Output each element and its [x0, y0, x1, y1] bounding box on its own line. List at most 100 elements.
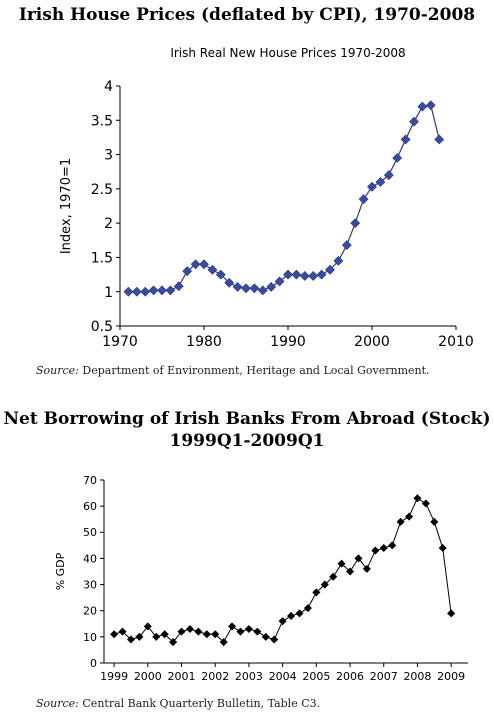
data-point: [312, 588, 321, 597]
data-point: [375, 177, 386, 187]
x-tick-label: 2000: [354, 334, 390, 350]
data-point: [199, 259, 209, 270]
chart1-source: Source: Department of Environment, Herit…: [36, 364, 430, 377]
data-point: [224, 277, 235, 288]
data-point: [274, 276, 285, 287]
data-point: [249, 283, 260, 294]
y-tick-label: 30: [83, 579, 97, 592]
y-tick-label: 0.5: [91, 319, 113, 335]
chart2-heading: Net Borrowing of Irish Banks From Abroad…: [0, 408, 494, 452]
data-point: [421, 499, 430, 508]
data-point: [333, 255, 344, 266]
data-point: [194, 627, 203, 636]
chart1-source-text: Department of Environment, Heritage and …: [78, 364, 430, 377]
data-point: [388, 541, 397, 550]
y-tick-label: 60: [83, 500, 97, 513]
chart1-source-label: Source:: [36, 364, 79, 377]
y-tick-label: 70: [83, 474, 97, 487]
y-tick-label: 1.5: [91, 250, 113, 266]
data-point: [430, 517, 439, 526]
x-tick-label: 1990: [270, 334, 306, 350]
data-point: [278, 617, 287, 626]
x-tick-label: 2003: [235, 670, 263, 683]
data-point: [287, 611, 296, 620]
y-tick-label: 4: [104, 79, 113, 95]
data-point: [438, 543, 447, 552]
data-point: [367, 181, 377, 192]
data-point: [354, 554, 363, 563]
chart2-source-label: Source:: [36, 697, 79, 710]
x-tick-label: 2010: [438, 334, 474, 350]
data-point: [270, 635, 279, 644]
chart2-heading-line2: 1999Q1-2009Q1: [169, 431, 325, 451]
data-point: [295, 609, 304, 618]
chart-title: Irish Real New House Prices 1970-2008: [170, 46, 405, 60]
data-point: [177, 627, 186, 636]
data-point: [350, 218, 361, 229]
chart2-source-text: Central Bank Quarterly Bulletin, Table C…: [78, 697, 321, 710]
data-point: [320, 580, 329, 589]
data-point: [396, 517, 405, 526]
x-tick-label: 2001: [168, 670, 196, 683]
data-point: [341, 240, 352, 251]
data-point: [207, 264, 218, 275]
data-point: [140, 286, 151, 297]
data-point: [215, 269, 226, 280]
data-point: [148, 285, 159, 296]
chart2-heading-line1: Net Borrowing of Irish Banks From Abroad…: [3, 409, 491, 429]
data-point: [404, 512, 414, 521]
data-point: [219, 638, 228, 647]
data-point: [413, 494, 422, 503]
x-tick-label: 2002: [201, 670, 229, 683]
house-prices-chart: Irish Real New House Prices 1970-2008 0.5…: [59, 46, 474, 350]
data-point: [126, 635, 135, 644]
data-point: [308, 271, 319, 281]
data-point: [409, 116, 419, 127]
data-point: [202, 630, 211, 639]
data-point: [400, 134, 411, 145]
x-tick-label: 1999: [100, 670, 128, 683]
data-point: [379, 543, 388, 552]
data-point: [152, 632, 161, 641]
y-tick-label: 0: [90, 657, 97, 670]
data-point: [257, 285, 268, 296]
data-point: [135, 632, 144, 641]
data-point: [131, 286, 142, 297]
data-point: [228, 622, 237, 631]
data-point: [182, 266, 193, 277]
data-point: [362, 564, 371, 573]
chart1-heading: Irish House Prices (deflated by CPI), 19…: [18, 5, 476, 25]
data-point: [392, 153, 403, 163]
data-point: [283, 269, 293, 280]
data-point: [173, 281, 184, 292]
data-point: [291, 269, 302, 280]
x-tick-label: 2008: [403, 670, 431, 683]
series-line: [128, 104, 440, 293]
data-point: [211, 630, 220, 639]
data-point: [303, 604, 312, 613]
data-point: [157, 285, 167, 296]
data-point: [190, 259, 201, 270]
data-point: [266, 281, 277, 292]
data-point: [447, 609, 456, 618]
x-tick-label: 2007: [370, 670, 398, 683]
data-point: [253, 627, 262, 636]
data-point: [165, 285, 176, 296]
data-point: [232, 281, 243, 292]
y-tick-label: 3.5: [91, 113, 113, 129]
x-tick-label: 2004: [269, 670, 297, 683]
data-point: [371, 546, 380, 555]
data-point: [337, 559, 346, 568]
chart2-source: Source: Central Bank Quarterly Bulletin,…: [36, 697, 320, 710]
x-tick-label: 2005: [302, 670, 330, 683]
data-point: [160, 630, 169, 639]
y-axis-label: Index, 1970=1: [59, 158, 74, 254]
data-point: [169, 638, 178, 647]
data-point: [299, 271, 310, 281]
y-tick-label: 1: [104, 285, 113, 301]
data-point: [346, 567, 355, 576]
y-tick-label: 20: [83, 605, 97, 618]
y-tick-label: 2: [104, 216, 113, 232]
x-tick-label: 2000: [134, 670, 162, 683]
x-tick-label: 1980: [186, 334, 222, 350]
